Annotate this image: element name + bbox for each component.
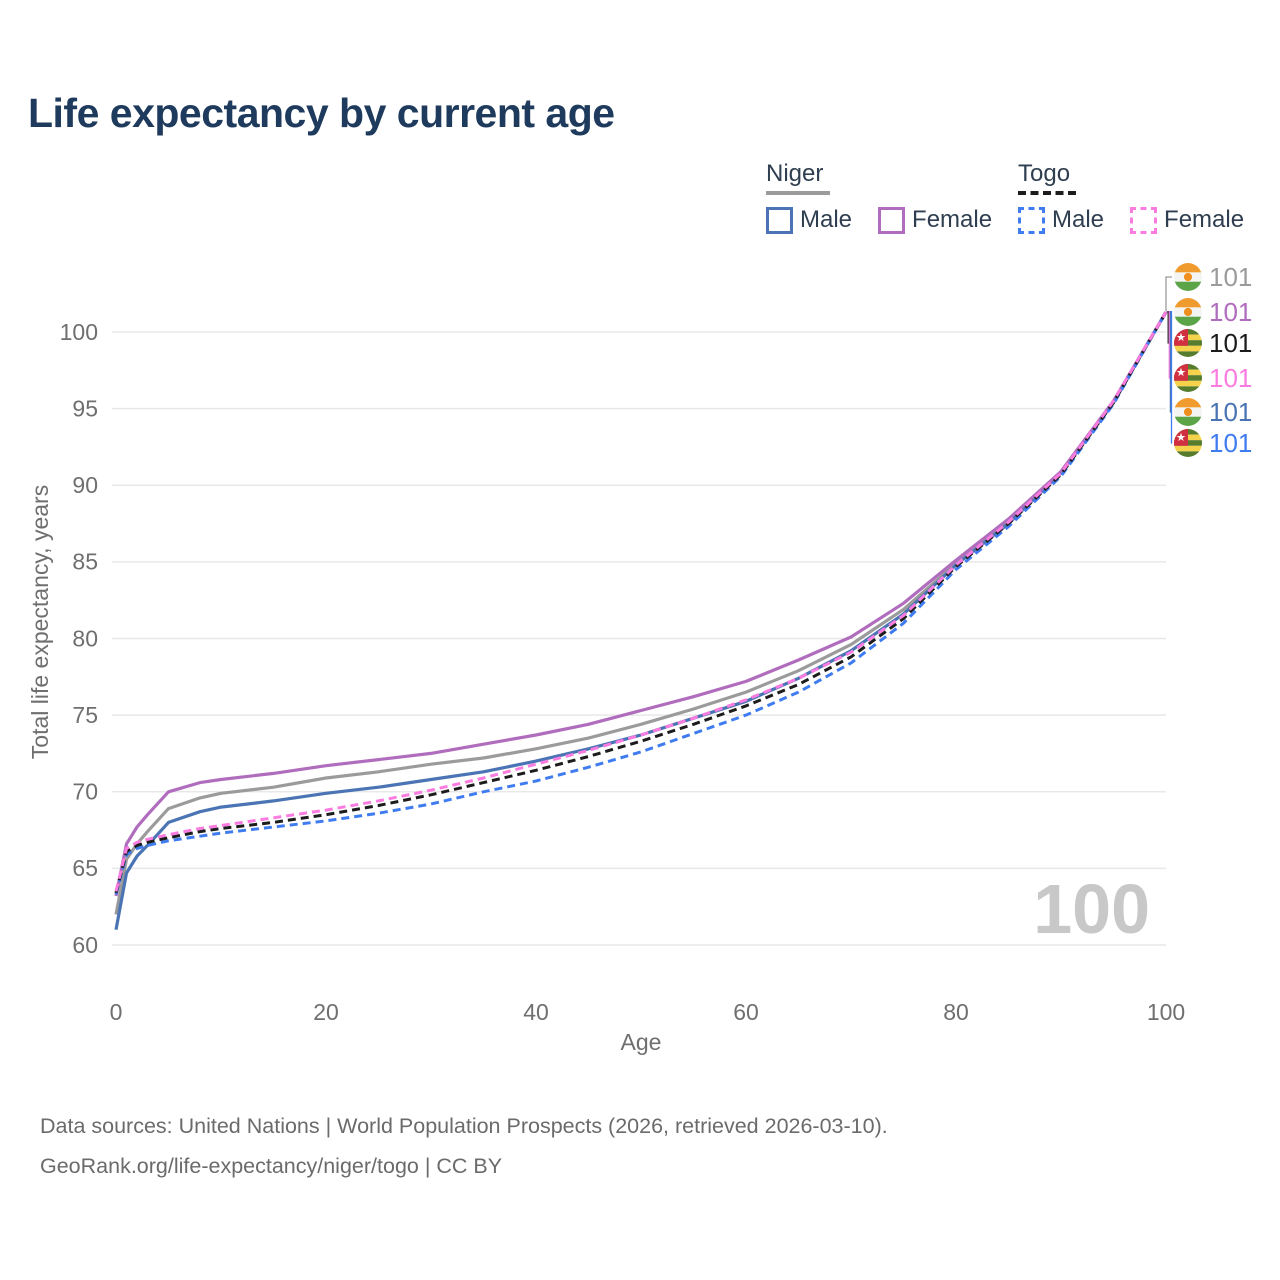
- niger-flag-icon: [1174, 263, 1202, 291]
- x-tick-label: 0: [110, 999, 123, 1025]
- series-end-label-togo-male: 101: [1174, 427, 1253, 458]
- niger-flag-icon: [1174, 398, 1202, 426]
- footer-url-line: GeoRank.org/life-expectancy/niger/togo |…: [40, 1154, 503, 1178]
- end-value-label: 101: [1209, 327, 1253, 358]
- x-tick-label: 100: [1147, 999, 1185, 1025]
- leader-lines-group: [1165, 276, 1173, 444]
- niger-flag-icon: [1174, 298, 1202, 326]
- togo-flag-icon: [1174, 429, 1202, 457]
- leader-line-niger-total: [1165, 276, 1172, 311]
- y-tick-label: 95: [72, 395, 98, 421]
- togo-flag-icon: [1174, 429, 1202, 457]
- togo-flag-icon: [1174, 364, 1202, 392]
- togo-female-swatch-icon: [1130, 206, 1158, 234]
- series-line-togo-female: [114, 311, 1168, 892]
- footer: Data sources: United Nations | World Pop…: [40, 1106, 888, 1186]
- y-axis-title: Total life expectancy, years: [27, 485, 53, 759]
- niger-female-swatch-icon: [878, 206, 906, 234]
- legend-header-togo[interactable]: Togo: [1018, 160, 1244, 195]
- togo-male-swatch-icon: [1018, 206, 1045, 234]
- legend-item-togo-male[interactable]: Male: [1018, 206, 1104, 234]
- legend-item-label: Male: [800, 206, 853, 233]
- y-tick-label: 85: [72, 549, 98, 575]
- end-value-label: 101: [1209, 296, 1253, 327]
- series-line-niger-female: [114, 311, 1168, 897]
- series-lines-group: [114, 311, 1168, 930]
- niger-flag-icon: [1174, 298, 1202, 326]
- legend-item-niger-male[interactable]: Male: [766, 206, 852, 234]
- niger-flag-icon: [1174, 398, 1202, 426]
- x-axis-ticks: 0 20 40 60 80 100: [110, 999, 1186, 1025]
- x-tick-label: 20: [313, 999, 339, 1025]
- y-tick-label: 70: [72, 779, 98, 805]
- age-counter-watermark: 100: [1033, 870, 1150, 948]
- legend-item-togo-female[interactable]: Female: [1130, 206, 1244, 234]
- series-end-label-togo-female: 101: [1174, 362, 1253, 393]
- legend-header-niger[interactable]: Niger: [766, 160, 992, 195]
- series-line-togo-total: [114, 311, 1168, 894]
- end-value-label: 101: [1209, 261, 1253, 292]
- leader-line-togo-male: [1170, 311, 1173, 444]
- legend-item-label: Female: [1164, 206, 1245, 233]
- series-end-label-niger-female: 101: [1174, 296, 1253, 327]
- legend-group-togo: Togo Male Female: [1018, 160, 1244, 234]
- series-line-togo-male: [114, 311, 1168, 895]
- x-tick-label: 40: [523, 999, 549, 1025]
- togo-flag-icon: [1174, 329, 1202, 357]
- legend-group-title: Niger: [766, 160, 824, 187]
- y-tick-label: 90: [72, 472, 98, 498]
- niger-flag-icon: [1174, 263, 1202, 291]
- end-value-label: 101: [1209, 427, 1253, 458]
- togo-line-style-icon: [1018, 191, 1076, 195]
- series-end-label-niger-total: 101: [1174, 261, 1253, 292]
- legend-group-niger: Niger Male Female: [766, 160, 992, 234]
- series-end-label-niger-male: 101: [1174, 396, 1253, 427]
- x-tick-label: 60: [733, 999, 759, 1025]
- y-tick-label: 60: [72, 932, 98, 958]
- y-tick-label: 80: [72, 625, 98, 651]
- end-value-label: 101: [1209, 362, 1253, 393]
- y-tick-label: 75: [72, 702, 98, 728]
- togo-flag-icon: [1174, 329, 1202, 357]
- series-end-label-togo-total: 101: [1174, 327, 1253, 358]
- legend-item-niger-female[interactable]: Female: [878, 206, 992, 234]
- legend-item-label: Female: [912, 206, 993, 233]
- axis-labels: Age Total life expectancy, years: [27, 485, 661, 1055]
- y-axis-ticks: 60 65 70 75 80 85 90 95 100: [60, 319, 98, 958]
- series-line-niger-total: [114, 311, 1168, 915]
- series-line-niger-male: [114, 311, 1168, 930]
- x-axis-title: Age: [621, 1029, 662, 1055]
- end-value-label: 101: [1209, 396, 1253, 427]
- niger-male-swatch-icon: [766, 206, 793, 234]
- niger-line-style-icon: [766, 191, 830, 195]
- legend-item-label: Male: [1052, 206, 1105, 233]
- togo-flag-icon: [1174, 364, 1202, 392]
- x-tick-label: 80: [943, 999, 969, 1025]
- y-tick-label: 100: [60, 319, 98, 345]
- footer-source-line: Data sources: United Nations | World Pop…: [40, 1114, 888, 1138]
- page-title: Life expectancy by current age: [28, 90, 615, 136]
- gridlines-group: [112, 331, 1166, 946]
- legend-group-title: Togo: [1018, 160, 1071, 187]
- y-tick-label: 65: [72, 855, 98, 881]
